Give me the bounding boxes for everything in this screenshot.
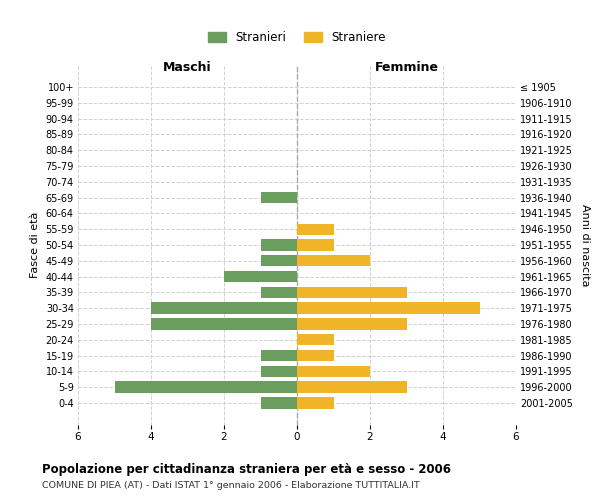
Bar — [297, 286, 407, 298]
Bar — [297, 318, 407, 330]
Bar — [297, 224, 334, 235]
Bar — [260, 192, 297, 203]
Bar — [297, 366, 370, 377]
Bar — [260, 240, 297, 250]
Text: Femmine: Femmine — [374, 62, 439, 74]
Bar — [260, 350, 297, 362]
Bar — [224, 271, 297, 282]
Bar — [297, 398, 334, 408]
Text: Popolazione per cittadinanza straniera per età e sesso - 2006: Popolazione per cittadinanza straniera p… — [42, 462, 451, 475]
Bar — [260, 286, 297, 298]
Text: Maschi: Maschi — [163, 62, 212, 74]
Bar — [260, 255, 297, 266]
Bar — [115, 382, 297, 393]
Bar — [297, 382, 407, 393]
Y-axis label: Fasce di età: Fasce di età — [30, 212, 40, 278]
Bar — [260, 366, 297, 377]
Bar — [151, 318, 297, 330]
Y-axis label: Anni di nascita: Anni di nascita — [580, 204, 590, 286]
Bar — [297, 334, 334, 345]
Text: COMUNE DI PIEA (AT) - Dati ISTAT 1° gennaio 2006 - Elaborazione TUTTITALIA.IT: COMUNE DI PIEA (AT) - Dati ISTAT 1° genn… — [42, 481, 420, 490]
Legend: Stranieri, Straniere: Stranieri, Straniere — [205, 28, 389, 48]
Bar — [297, 350, 334, 362]
Bar — [260, 398, 297, 408]
Bar — [297, 302, 479, 314]
Bar — [297, 255, 370, 266]
Bar — [151, 302, 297, 314]
Bar — [297, 240, 334, 250]
